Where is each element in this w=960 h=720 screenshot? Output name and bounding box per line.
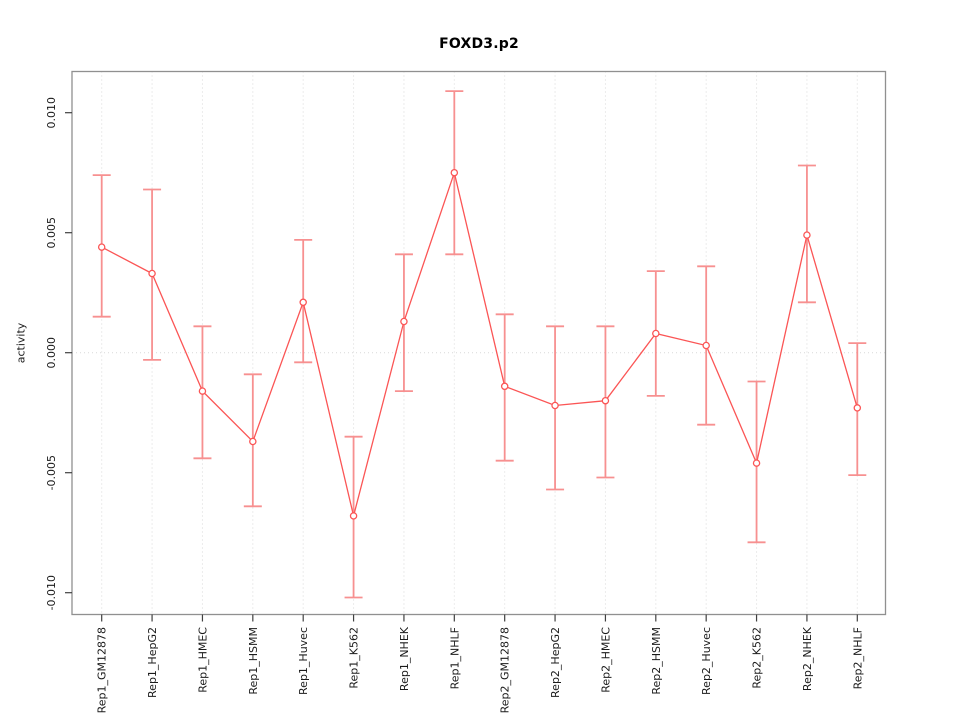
- x-tick-label: Rep2_HSMM: [650, 627, 663, 695]
- x-tick-label: Rep1_GM12878: [96, 627, 109, 713]
- y-tick-label: -0.005: [45, 455, 58, 490]
- data-point: [349, 512, 358, 520]
- data-point: [601, 396, 610, 405]
- x-tick-label: Rep1_K562: [348, 627, 361, 689]
- x-tick-label: Rep1_HepG2: [146, 627, 159, 698]
- x-tick-label: Rep1_HSMM: [247, 627, 260, 695]
- chart-title: FOXD3.p2: [439, 36, 519, 52]
- data-point: [400, 317, 408, 326]
- x-tick-label: Rep1_Huvec: [297, 627, 310, 695]
- data-point: [198, 387, 207, 395]
- data-point: [148, 269, 156, 278]
- data-point: [450, 168, 459, 177]
- x-tick-label: Rep2_HepG2: [549, 627, 562, 698]
- data-point: [853, 404, 862, 412]
- x-tick-label: Rep2_Huvec: [700, 627, 713, 695]
- y-tick-label: 0.000: [45, 337, 58, 369]
- data-point: [97, 243, 106, 251]
- data-point: [500, 382, 509, 391]
- x-tick-label: Rep2_HMEC: [599, 627, 612, 693]
- y-tick-label: -0.010: [45, 575, 58, 610]
- x-tick-label: Rep2_GM12878: [499, 627, 512, 713]
- x-tick-label: Rep1_NHLF: [448, 627, 461, 689]
- x-tick-label: Rep1_HMEC: [196, 627, 209, 693]
- data-point: [249, 437, 257, 446]
- data-point: [551, 401, 559, 410]
- plot-box: [71, 70, 887, 616]
- x-tick-label: Rep1_NHEK: [398, 626, 411, 691]
- data-point: [803, 231, 811, 239]
- y-tick-label: 0.005: [45, 217, 58, 249]
- y-axis-label: activity: [14, 322, 28, 364]
- series-line: [101, 170, 858, 517]
- y-tick-label: 0.010: [45, 97, 58, 129]
- x-tick-label: Rep2_NHEK: [801, 626, 814, 691]
- data-point: [752, 459, 761, 467]
- x-tick-label: Rep2_NHLF: [851, 627, 864, 689]
- data-point: [299, 298, 307, 307]
- data-point: [652, 329, 660, 338]
- data-point: [702, 341, 710, 350]
- x-tick-label: Rep2_K562: [751, 627, 764, 689]
